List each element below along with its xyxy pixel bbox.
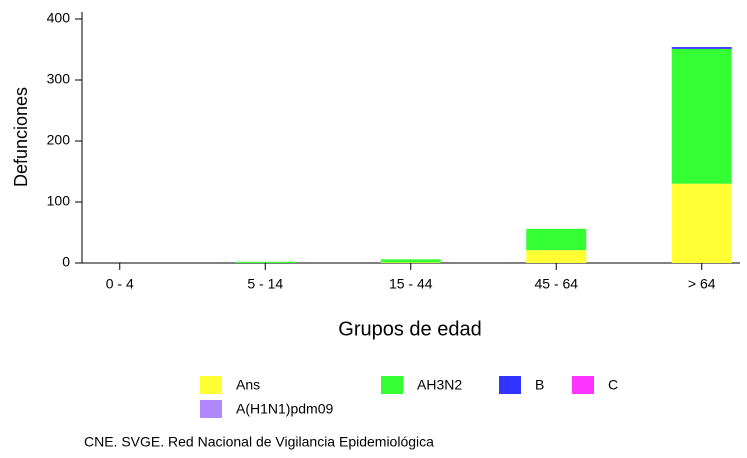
legend-label: Ans bbox=[236, 377, 260, 393]
x-axis-title: Grupos de edad bbox=[338, 318, 481, 340]
bar-segment bbox=[380, 262, 441, 263]
legend-swatch bbox=[200, 400, 222, 418]
y-tick-label: 0 bbox=[62, 254, 70, 270]
source-note: CNE. SVGE. Red Nacional de Vigilancia Ep… bbox=[84, 434, 434, 450]
bar-segment bbox=[235, 261, 296, 263]
y-tick-label: 300 bbox=[47, 71, 71, 87]
bar-segment bbox=[526, 228, 587, 251]
bar-segment bbox=[671, 183, 732, 263]
legend-label: B bbox=[535, 377, 544, 393]
x-tick-label: 5 - 14 bbox=[247, 276, 283, 292]
legend-swatch bbox=[572, 376, 594, 394]
x-tick-label: 0 - 4 bbox=[106, 276, 134, 292]
legend-label: C bbox=[608, 377, 618, 393]
bar-segment bbox=[671, 47, 732, 49]
bar-segment bbox=[526, 250, 587, 263]
legend-swatch bbox=[200, 376, 222, 394]
bar-segment bbox=[380, 259, 441, 263]
legend-label: A(H1N1)pdm09 bbox=[236, 401, 333, 417]
legend-label: AH3N2 bbox=[417, 377, 462, 393]
legend-swatch bbox=[499, 376, 521, 394]
y-tick-label: 200 bbox=[47, 132, 71, 148]
y-tick-label: 400 bbox=[47, 10, 71, 26]
y-tick-label: 100 bbox=[47, 193, 71, 209]
bar-segment bbox=[671, 48, 732, 184]
legend-swatch bbox=[381, 376, 403, 394]
y-axis-title: Defunciones bbox=[11, 87, 31, 187]
x-tick-label: > 64 bbox=[688, 276, 716, 292]
x-tick-label: 45 - 64 bbox=[534, 276, 578, 292]
x-tick-label: 15 - 44 bbox=[389, 276, 433, 292]
